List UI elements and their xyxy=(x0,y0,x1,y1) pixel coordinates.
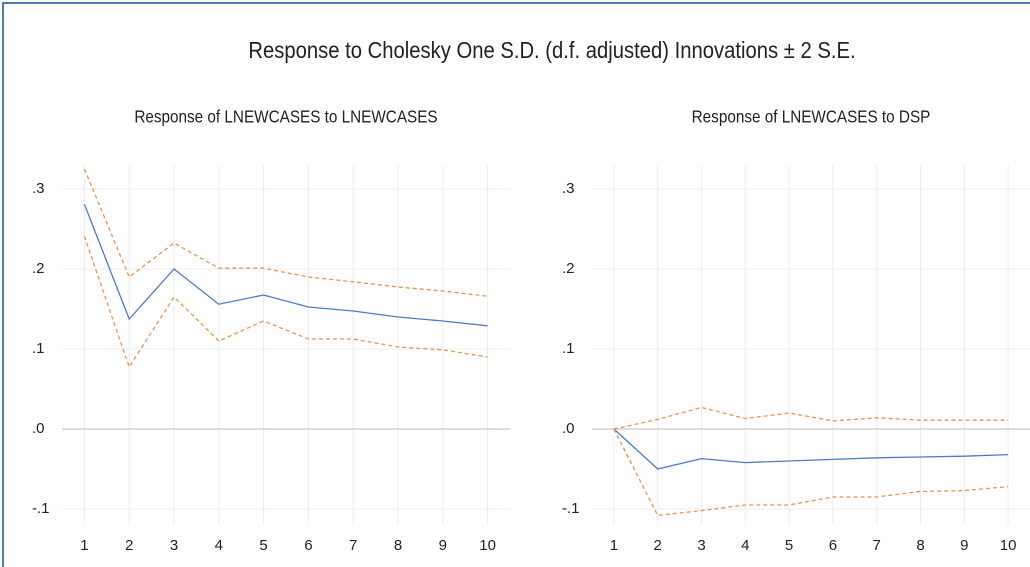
x-tick-label: 8 xyxy=(916,537,924,554)
y-tick-label: .1 xyxy=(32,340,45,357)
y-tick-label: -.1 xyxy=(562,500,580,517)
x-tick-label: 5 xyxy=(785,537,793,554)
x-tick-label: 10 xyxy=(479,537,496,554)
x-tick-label: 5 xyxy=(259,537,267,554)
x-tick-label: 6 xyxy=(829,537,837,554)
x-tick-label: 7 xyxy=(349,537,357,554)
y-tick-label: .1 xyxy=(562,340,575,357)
x-tick-label: 3 xyxy=(697,537,705,554)
y-tick-label: .2 xyxy=(562,260,575,277)
y-tick-label: .2 xyxy=(32,260,45,277)
x-tick-label: 9 xyxy=(960,537,968,554)
chart-title: Response of LNEWCASES to DSP xyxy=(692,107,931,127)
y-tick-label: -.1 xyxy=(32,500,50,517)
x-tick-label: 3 xyxy=(170,537,178,554)
x-tick-label: 2 xyxy=(654,537,662,554)
line xyxy=(613,428,1009,470)
main-title: Response to Cholesky One S.D. (d.f. adju… xyxy=(248,37,855,64)
line xyxy=(83,168,488,297)
line xyxy=(83,203,488,327)
y-tick-label: .3 xyxy=(562,180,575,197)
x-tick-label: 10 xyxy=(1000,537,1017,554)
x-tick-label: 7 xyxy=(873,537,881,554)
x-tick-label: 1 xyxy=(80,537,88,554)
y-tick-label: .0 xyxy=(32,420,45,437)
x-tick-label: 8 xyxy=(394,537,402,554)
x-tick-label: 1 xyxy=(610,537,618,554)
y-tick-label: .3 xyxy=(32,180,45,197)
chart-title: Response of LNEWCASES to LNEWCASES xyxy=(134,107,437,127)
y-tick-label: .0 xyxy=(562,420,575,437)
x-tick-label: 4 xyxy=(741,537,749,554)
x-tick-label: 9 xyxy=(439,537,447,554)
x-tick-label: 4 xyxy=(215,537,223,554)
x-tick-label: 2 xyxy=(125,537,133,554)
line xyxy=(83,235,488,369)
x-tick-label: 6 xyxy=(304,537,312,554)
